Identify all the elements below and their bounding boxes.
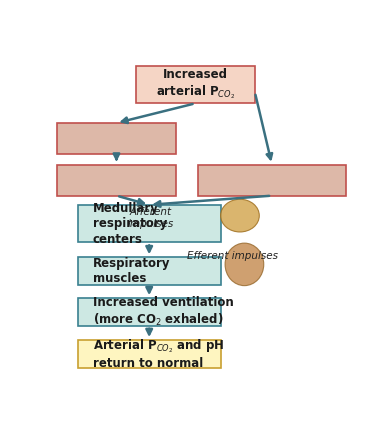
Ellipse shape [225,243,264,286]
Text: Respiratory
muscles: Respiratory muscles [93,257,170,285]
FancyBboxPatch shape [78,205,220,242]
FancyBboxPatch shape [78,340,220,368]
Text: Efferent impulses: Efferent impulses [187,251,278,261]
Ellipse shape [220,199,259,232]
FancyBboxPatch shape [78,257,220,285]
Text: Medullary
respiratory
centers: Medullary respiratory centers [93,201,167,246]
Text: Arterial P$_{CO_2}$ and pH
return to normal: Arterial P$_{CO_2}$ and pH return to nor… [93,337,224,371]
FancyBboxPatch shape [198,164,346,196]
Text: Increased
arterial P$_{CO_2}$: Increased arterial P$_{CO_2}$ [156,68,235,101]
FancyBboxPatch shape [136,66,255,103]
FancyBboxPatch shape [57,164,176,196]
Text: Increased ventilation
(more CO$_2$ exhaled): Increased ventilation (more CO$_2$ exhal… [93,296,233,328]
FancyBboxPatch shape [78,298,220,326]
Text: Afferent
impulses: Afferent impulses [127,207,174,229]
FancyBboxPatch shape [57,123,176,154]
